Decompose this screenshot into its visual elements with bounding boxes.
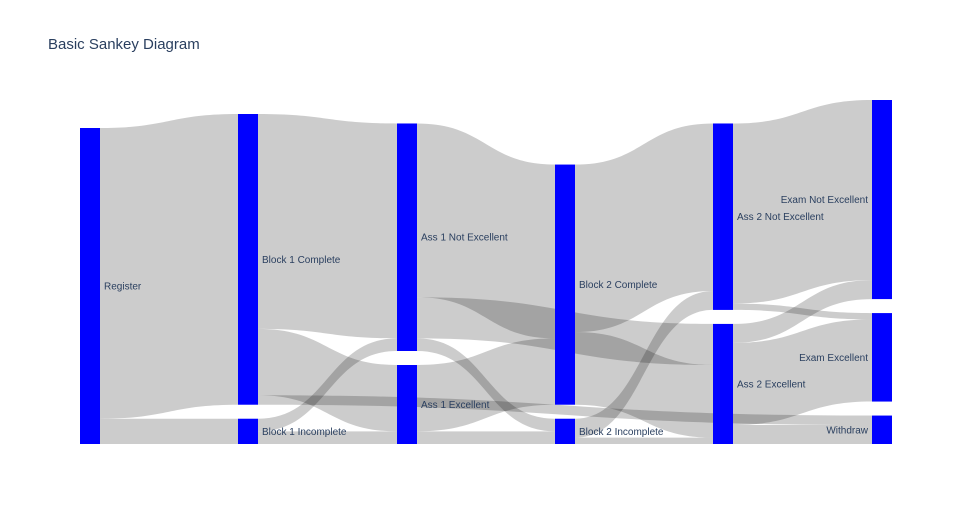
sankey-link-block-1-incomplete-to-ass-1-excellent[interactable]	[258, 431, 397, 444]
sankey-link-register-to-block-1-incomplete[interactable]	[100, 418, 238, 444]
sankey-link-block-2-complete-to-ass-2-excellent[interactable]	[575, 332, 713, 438]
sankey-node-label: Register	[104, 282, 142, 293]
sankey-link-ass-1-not-excellent-to-block-2-incomplete[interactable]	[417, 338, 555, 432]
sankey-node-label: Ass 2 Excellent	[737, 379, 806, 390]
sankey-node-block-2-complete[interactable]	[555, 164, 575, 405]
sankey-link-block-2-incomplete-to-ass-2-not-excellent[interactable]	[575, 290, 713, 438]
sankey-node-block-2-incomplete[interactable]	[555, 418, 575, 444]
sankey-link-block-2-complete-to-ass-2-not-excellent[interactable]	[575, 123, 713, 333]
links-layer	[100, 100, 872, 444]
sankey-link-ass-1-excellent-to-block-2-incomplete[interactable]	[417, 431, 555, 444]
sankey-node-block-1-complete[interactable]	[238, 114, 258, 405]
sankey-node-label: Ass 2 Not Excellent	[737, 212, 824, 223]
sankey-node-ass-1-not-excellent[interactable]	[397, 123, 417, 351]
sankey-node-label: Withdraw	[826, 425, 868, 436]
sankey-link-ass-2-excellent-to-exam-excellent[interactable]	[733, 319, 872, 426]
nodes-layer	[80, 100, 892, 444]
sankey-link-register-to-block-1-complete[interactable]	[100, 114, 238, 419]
sankey-node-register[interactable]	[80, 128, 100, 444]
sankey-node-label: Ass 1 Excellent	[421, 400, 490, 411]
labels-layer: Register Block 1 Complete Block 1 Incomple…	[104, 195, 869, 438]
sankey-link-ass-1-excellent-to-block-2-complete[interactable]	[417, 338, 555, 432]
sankey-node-label: Block 2 Incomplete	[579, 427, 664, 438]
sankey-node-label: Exam Excellent	[799, 353, 868, 364]
sankey-link-ass-2-not-excellent-to-exam-excellent[interactable]	[733, 303, 872, 320]
sankey-node-exam-excellent[interactable]	[872, 313, 892, 402]
sankey-link-ass-2-excellent-to-withdraw[interactable]	[733, 425, 872, 444]
sankey-node-block-1-incomplete[interactable]	[238, 418, 258, 444]
chart-title: Basic Sankey Diagram	[48, 36, 200, 53]
sankey-link-ass-2-excellent-to-exam-not-excellent[interactable]	[733, 280, 872, 343]
sankey-node-label: Ass 1 Not Excellent	[421, 233, 508, 244]
sankey-link-block-1-complete-to-ass-1-not-excellent[interactable]	[258, 114, 397, 339]
sankey-node-label: Block 1 Complete	[262, 255, 341, 266]
sankey-node-ass-2-not-excellent[interactable]	[713, 123, 733, 310]
sankey-link-ass-1-not-excellent-to-block-2-complete[interactable]	[417, 123, 555, 339]
sankey-link-block-1-incomplete-to-ass-1-not-excellent[interactable]	[258, 338, 397, 432]
sankey-node-ass-2-excellent[interactable]	[713, 323, 733, 444]
sankey-link-block-2-incomplete-to-ass-2-excellent[interactable]	[575, 437, 713, 444]
sankey-link-ass-2-not-excellent-to-exam-not-excellent[interactable]	[733, 100, 872, 304]
sankey-node-ass-1-excellent[interactable]	[397, 365, 417, 444]
sankey-node-withdraw[interactable]	[872, 415, 892, 444]
sankey-node-label: Block 1 Incomplete	[262, 427, 347, 438]
sankey-node-exam-not-excellent[interactable]	[872, 100, 892, 300]
sankey-link-block-1-complete-to-ass-1-excellent[interactable]	[258, 328, 397, 432]
sankey-node-label: Block 2 Complete	[579, 280, 658, 291]
sankey-node-label: Exam Not Excellent	[781, 195, 868, 206]
